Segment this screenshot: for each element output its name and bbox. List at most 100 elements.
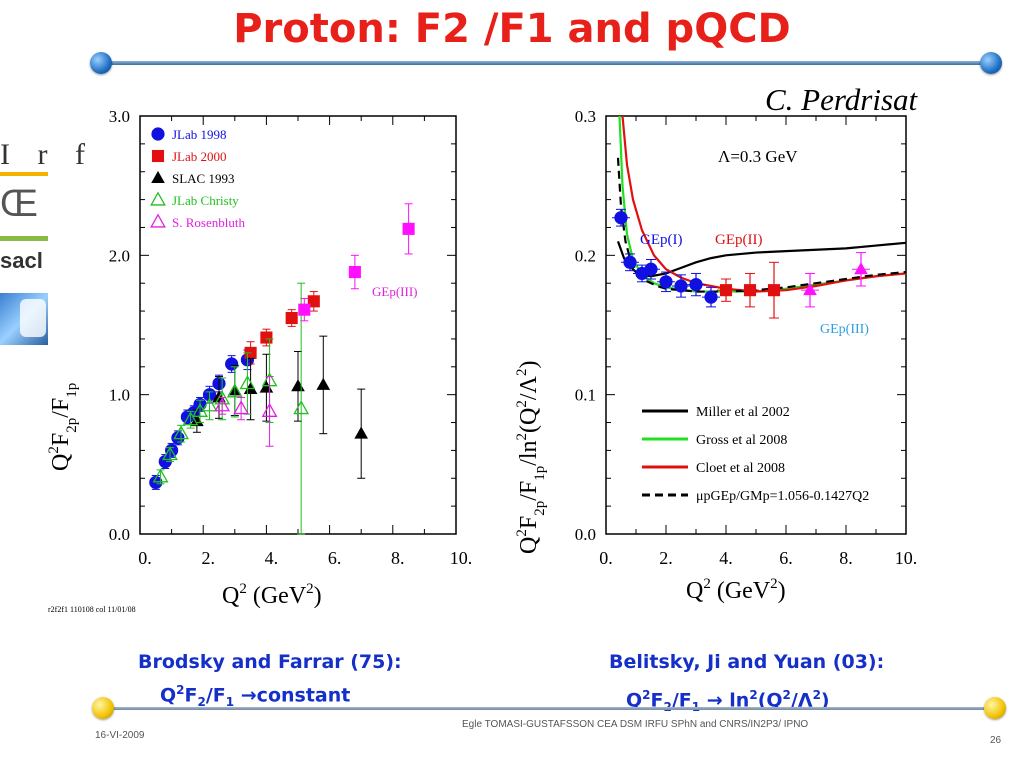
left-xtick-label: 0. (138, 548, 152, 568)
left-point (190, 413, 204, 427)
right-point (614, 211, 628, 225)
left-legend-label: SLAC 1993 (172, 171, 234, 186)
left-ytick-label: 1.0 (109, 386, 130, 405)
left-point (239, 375, 256, 390)
left-chart-legend: JLab 1998 JLab 2000 SLAC 1993 JLab Christy S… (150, 127, 245, 230)
left-point (291, 379, 305, 392)
right-ytick-label: 0.0 (575, 525, 596, 544)
right-label-gep2: GEp(II) (715, 232, 762, 248)
header-left-dot (90, 52, 112, 74)
left-chart-points (149, 203, 415, 535)
caption-right-line1: Belitsky, Ji and Yuan (03): (609, 651, 885, 673)
ipno-logo (0, 293, 48, 345)
right-ytick-label: 0.3 (575, 107, 596, 126)
left-ylabel: Q2F2p/F1p (46, 383, 80, 471)
right-xtick-label: 10. (895, 548, 918, 568)
right-chart-ticks (605, 115, 907, 535)
right-xtick-label: 0. (599, 548, 613, 568)
left-point (285, 311, 298, 325)
footer-rule (105, 707, 985, 710)
left-point (162, 446, 178, 461)
right-point (659, 275, 673, 289)
right-chart-curves (616, 115, 907, 293)
right-point (704, 290, 718, 304)
right-point (803, 283, 817, 296)
right-point (719, 284, 733, 297)
left-point (233, 400, 250, 415)
right-legend-label: Cloet et al 2008 (696, 461, 785, 476)
left-legend-marker (151, 170, 165, 183)
cea-logo: Œ (0, 183, 38, 225)
left-legend-label: JLab Christy (172, 193, 239, 208)
left-ytick-label: 2.0 (109, 246, 130, 265)
right-xtick-label: 8. (839, 548, 853, 568)
left-legend-label: S. Rosenbluth (172, 215, 245, 230)
right-ytick-label: 0.1 (575, 386, 596, 405)
left-chart-ticks (139, 115, 457, 535)
left-point (261, 402, 278, 417)
left-legend-marker (151, 127, 165, 141)
right-chart-legend: Miller et al 2002 Gross et al 2008 Cloet e… (642, 405, 869, 504)
right-point (854, 262, 868, 275)
left-point (158, 454, 172, 469)
left-legend-label: JLab 1998 (172, 127, 227, 142)
left-xtick-label: 6. (328, 548, 342, 568)
header-right-dot (980, 52, 1002, 74)
author-label: C. Perdrisat (765, 82, 918, 117)
left-ytick-label: 3.0 (109, 107, 130, 126)
caption-left-line1: Brodsky and Farrar (75): (138, 651, 402, 673)
left-xtick-label: 10. (450, 548, 473, 568)
right-point (743, 284, 757, 297)
left-ytick-label: 0.0 (109, 525, 130, 544)
left-legend-marker (151, 149, 165, 163)
left-point (182, 411, 199, 426)
footer-date: 16-VI-2009 (95, 730, 145, 741)
irfu-logo: I r f (0, 138, 95, 171)
left-legend-label: JLab 2000 (172, 149, 227, 164)
irfu-logo-rule (0, 172, 48, 176)
plot-stamp: r2f2f1 110108 col 11/01/08 (48, 605, 136, 614)
right-xtick-label: 6. (779, 548, 793, 568)
right-point (674, 279, 688, 293)
left-point (354, 426, 369, 439)
left-xlabel: Q2 (GeV2) (222, 581, 322, 609)
header-rule (100, 61, 990, 65)
left-chart: 0. 2. 4. 6. 8. 10.0.01.02.03.0 JLab 1998JLab … (46, 107, 473, 614)
left-point (402, 222, 415, 235)
right-xtick-label: 2. (659, 548, 673, 568)
right-ytick-label: 0.2 (575, 246, 596, 265)
ipno-logo-glyph (20, 299, 46, 337)
left-chart-tick-labels: 0. 2. 4. 6. 8. 10. 0.0 1.0 2.0 3.0 (109, 107, 473, 568)
left-point (348, 266, 361, 279)
caption-left-line2: Q2F2/F1 →constant (160, 683, 351, 710)
right-label-gep3: GEp(III) (820, 322, 869, 337)
right-annotation-lambda: Λ=0.3 GeV (718, 147, 798, 166)
left-point (225, 357, 239, 371)
right-chart-points (612, 208, 870, 319)
left-point (260, 331, 273, 344)
footer-affiliation: Egle TOMASI-GUSTAFSSON CEA DSM IRFU SPhN… (462, 719, 809, 730)
left-legend-marker (150, 191, 166, 206)
left-xtick-label: 4. (265, 548, 279, 568)
right-xtick-label: 4. (719, 548, 733, 568)
left-point (293, 400, 310, 415)
right-point (689, 277, 703, 292)
left-legend-marker (150, 213, 166, 228)
right-point (623, 255, 637, 269)
right-curve (616, 157, 907, 293)
right-xlabel: Q2 (GeV2) (686, 576, 786, 604)
left-point (316, 377, 331, 390)
right-legend-label: μpGEp/GMp=1.056-0.1427Q2 (696, 489, 869, 504)
right-legend-label: Miller et al 2002 (696, 405, 790, 420)
cea-logo-rule (0, 236, 48, 241)
page-number: 26 (990, 735, 1002, 746)
right-legend-label: Gross et al 2008 (696, 433, 787, 448)
left-point (152, 468, 169, 483)
left-point (201, 397, 218, 412)
right-chart-tick-labels: 0. 2. 4. 6. 8. 10. 0.0 0.1 0.2 0.3 (575, 107, 918, 568)
right-curve (621, 115, 907, 293)
left-point (298, 303, 311, 316)
right-label-gep1: GEp(I) (640, 232, 682, 248)
caption-right-line2: Q2F2/F1 → ln2(Q2/Λ2) (626, 688, 830, 714)
footer-left-dot (92, 697, 114, 719)
